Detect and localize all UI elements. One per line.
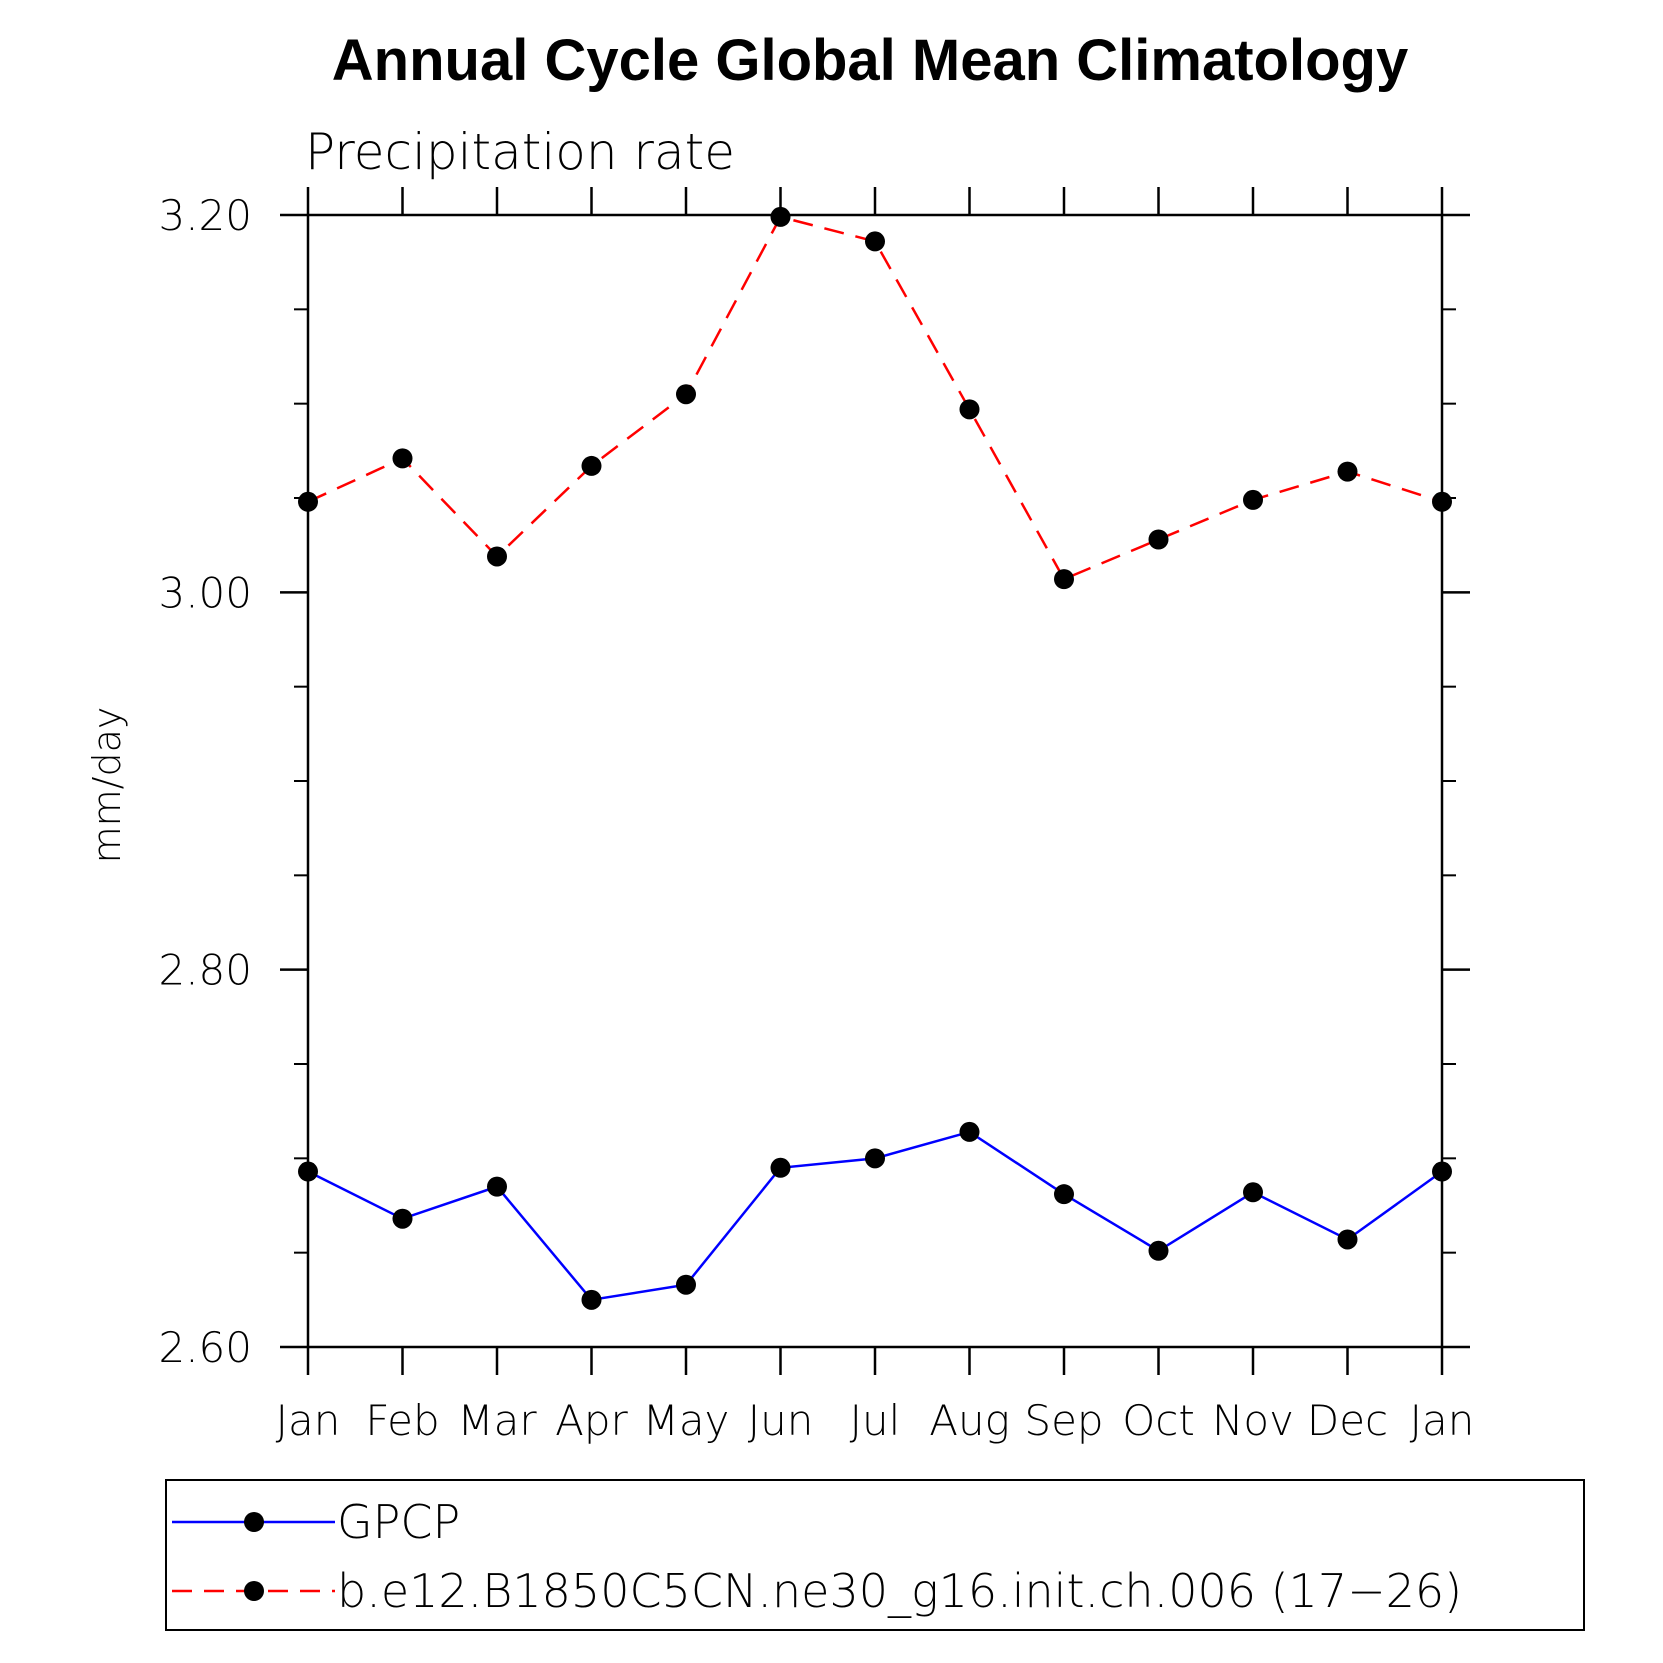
x-tick-label: Jun [748,1396,814,1445]
plot-frame [306,213,1444,1349]
y-tick-label: 2.60 [158,1323,252,1372]
series-1-point [865,231,885,252]
series-0-point [770,1157,791,1178]
series-1-point [1148,529,1169,550]
legend-label-gpcp: GPCP [337,1495,460,1549]
series-0-point [581,1289,602,1310]
legend-marker-model [244,1581,264,1601]
x-tick-label: Jul [850,1396,901,1445]
x-tick-label: Jan [1410,1396,1475,1445]
series-1-point [298,491,318,512]
y-axis-label: mm/day [85,707,129,864]
series-0-point [1243,1182,1263,1203]
series-0-point [1054,1184,1074,1205]
legend-box [165,1479,1585,1631]
x-tick-label: Oct [1122,1396,1195,1445]
x-tick-label: Aug [929,1396,1010,1445]
series-0-point [1148,1240,1169,1261]
plot-axes: Jan Feb Mar Apr May Jun Jul Aug Sep Oct Nov Dec Jan 2… [158,187,1474,1445]
series-1-point [581,455,602,476]
x-tick-label: Mar [457,1396,537,1445]
series-1-point [487,546,507,567]
series-0-point [865,1148,885,1169]
series-0-point [298,1161,318,1182]
x-tick-label: Feb [365,1396,439,1445]
series-layer [298,206,1452,1310]
x-tick-label: Dec [1307,1396,1388,1445]
y-tick-label: 2.80 [158,946,252,995]
chart-subtitle: Precipitation rate [305,123,735,181]
series-0-point [676,1274,696,1295]
series-1-point [959,399,980,420]
series-1-point [392,448,413,469]
legend-label-model: b.e12.B1850C5CN.ne30_g16.init.ch.006 (17… [337,1564,1462,1618]
x-tick-label: Apr [555,1396,628,1445]
series-1-point [1337,461,1358,482]
series-0-point [1337,1229,1358,1250]
y-tick-label: 3.20 [158,191,252,240]
series-line-1 [307,215,1443,581]
series-1-point [1054,569,1074,590]
x-tick-label: May [643,1396,730,1445]
series-0-point [1432,1161,1452,1182]
series-0-point [959,1121,980,1142]
chart-title: Annual Cycle Global Mean Climatology [332,28,1408,93]
series-0-point [487,1176,507,1197]
x-tick-label: Sep [1024,1396,1103,1445]
x-tick-label: Jan [276,1396,341,1445]
series-1-point [676,384,696,405]
series-0-point [392,1208,413,1229]
series-1-point [1432,491,1452,512]
legend: GPCP b.e12.B1850C5CN.ne30_g16.init.ch.00… [165,1479,1585,1631]
y-tick-label: 3.00 [158,568,252,617]
legend-marker-gpcp [244,1512,264,1532]
series-1-point [1243,489,1263,510]
series-1-point [770,206,791,227]
x-tick-label: Nov [1212,1396,1294,1445]
